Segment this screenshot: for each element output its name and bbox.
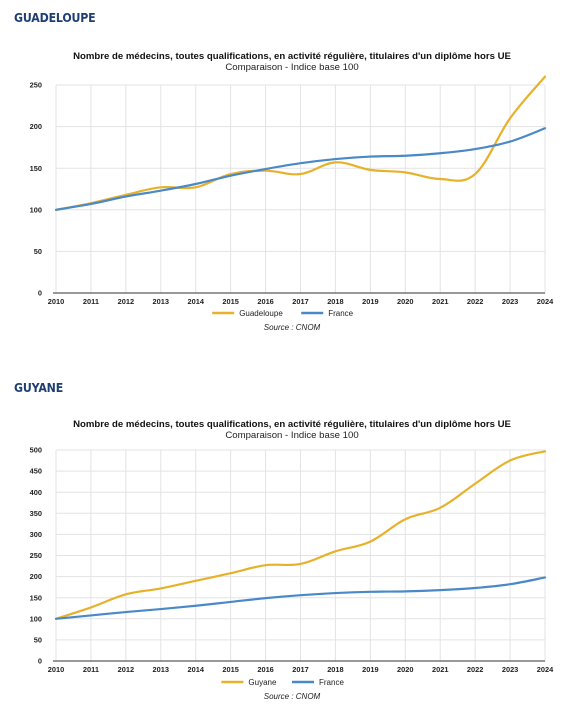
y-tick-label: 0 [38, 657, 42, 666]
chart-title: Nombre de médecins, toutes qualification… [73, 51, 511, 62]
x-tick-label: 2023 [502, 665, 518, 674]
y-tick-label: 300 [30, 530, 42, 539]
x-tick-label: 2017 [292, 665, 308, 674]
x-tick-label: 2024 [537, 297, 554, 306]
series-line-france [54, 576, 547, 620]
x-tick-label: 2016 [257, 665, 273, 674]
y-tick-label: 50 [34, 636, 42, 645]
x-tick-label: 2015 [222, 665, 238, 674]
y-tick-label: 50 [34, 247, 42, 256]
series-line-france [54, 127, 547, 211]
x-tick-label: 2010 [48, 665, 64, 674]
x-tick-label: 2019 [362, 665, 378, 674]
x-tick-label: 2022 [467, 297, 483, 306]
x-tick-label: 2020 [397, 297, 413, 306]
chart-guadeloupe-svg: Nombre de médecins, toutes qualification… [30, 51, 554, 332]
y-tick-label: 200 [30, 122, 42, 131]
x-tick-label: 2013 [153, 297, 169, 306]
section-heading-guyane: GUYANE [14, 380, 64, 395]
legend-label-france: France [328, 309, 353, 318]
chart-source: Source : CNOM [264, 323, 321, 332]
x-tick-label: 2017 [292, 297, 308, 306]
x-tick-label: 2022 [467, 665, 483, 674]
x-tick-label: 2012 [118, 297, 134, 306]
x-tick-label: 2024 [537, 665, 554, 674]
x-tick-label: 2021 [432, 665, 448, 674]
y-tick-label: 150 [30, 593, 42, 602]
chart-guyane: Nombre de médecins, toutes qualification… [0, 410, 585, 720]
y-tick-label: 200 [30, 572, 42, 581]
x-tick-label: 2014 [187, 297, 204, 306]
chart-subtitle: Comparaison - Indice base 100 [225, 430, 358, 441]
x-tick-label: 2021 [432, 297, 448, 306]
x-tick-label: 2014 [187, 665, 204, 674]
chart-subtitle: Comparaison - Indice base 100 [225, 62, 358, 73]
y-tick-label: 100 [30, 205, 42, 214]
y-tick-label: 400 [30, 488, 42, 497]
x-tick-label: 2011 [83, 665, 99, 674]
x-tick-label: 2020 [397, 665, 413, 674]
y-tick-label: 100 [30, 614, 42, 623]
chart-source: Source : CNOM [264, 692, 321, 701]
y-tick-label: 250 [30, 81, 42, 90]
y-tick-label: 250 [30, 551, 42, 560]
x-tick-label: 2023 [502, 297, 518, 306]
y-tick-label: 150 [30, 164, 42, 173]
legend-label-guyane: Guyane [248, 678, 277, 687]
x-tick-label: 2018 [327, 297, 343, 306]
x-tick-label: 2016 [257, 297, 273, 306]
section-heading-guadeloupe: GUADELOUPE [14, 10, 96, 25]
y-tick-label: 350 [30, 509, 42, 518]
x-tick-label: 2011 [83, 297, 99, 306]
x-tick-label: 2015 [222, 297, 238, 306]
chart-guyane-svg: Nombre de médecins, toutes qualification… [30, 419, 554, 701]
y-tick-label: 0 [38, 289, 42, 298]
y-tick-label: 500 [30, 446, 42, 455]
x-tick-label: 2012 [118, 665, 134, 674]
x-tick-label: 2019 [362, 297, 378, 306]
x-tick-label: 2010 [48, 297, 64, 306]
series-line-guadeloupe [54, 75, 547, 211]
y-tick-label: 450 [30, 467, 42, 476]
x-tick-label: 2013 [153, 665, 169, 674]
x-tick-label: 2018 [327, 665, 343, 674]
legend-label-guadeloupe: Guadeloupe [239, 309, 283, 318]
chart-title: Nombre de médecins, toutes qualification… [73, 419, 511, 430]
chart-guadeloupe: Nombre de médecins, toutes qualification… [0, 42, 585, 365]
legend-label-france: France [319, 678, 344, 687]
series-line-guyane [54, 450, 547, 620]
